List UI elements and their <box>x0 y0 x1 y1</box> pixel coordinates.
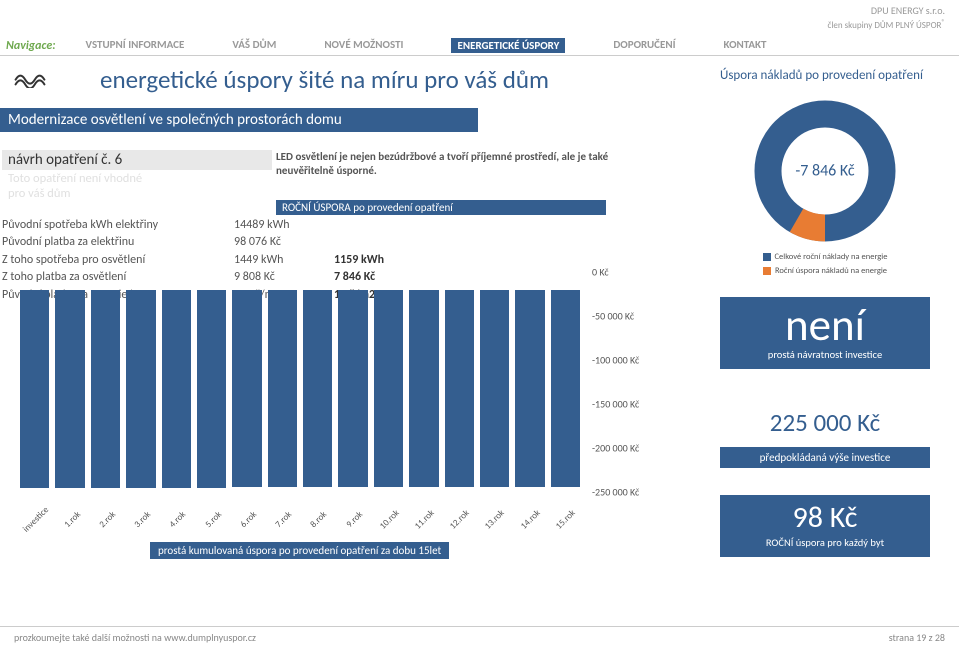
savings-banner: ROČNÍ ÚSPORA po provedení opatření <box>276 200 606 215</box>
page-headline: energetické úspory šité na míru pro váš … <box>60 64 549 95</box>
chart-caption: prostá kumulovaná úspora po provedení op… <box>150 542 449 559</box>
chart-bar <box>197 290 226 488</box>
chart-bar <box>126 290 155 488</box>
page-footer: prozkoumejte také další možnosti na www.… <box>0 626 959 644</box>
chart-bar <box>338 290 367 487</box>
proposal-number: návrh opatření č. 6 <box>2 150 272 170</box>
donut-chart: -7 846 Kč Celkové roční náklady na energ… <box>730 96 920 276</box>
chart-y-label: -50 000 Kč <box>592 310 634 323</box>
chart-bar <box>91 290 120 488</box>
section-banner: Modernizace osvětlení ve společných pros… <box>0 108 478 132</box>
chart-bar <box>303 290 332 487</box>
nav-item[interactable]: NOVÉ MOŽNOSTI <box>324 38 403 53</box>
brand-subline: člen skupiny DŮM PLNÝ ÚSPOR® <box>828 17 945 31</box>
stat-annual: 98 Kč ROČNÍ úspora pro každý byt <box>720 495 930 557</box>
chart-bar <box>515 290 544 487</box>
stat-payback-label: prostá návratnost investice <box>720 348 930 361</box>
stat-payback: není prostá návratnost investice <box>720 297 930 369</box>
proposal-block: návrh opatření č. 6 Toto opatření není v… <box>2 150 682 202</box>
chart-bar <box>480 290 509 487</box>
nav-item[interactable]: VÁŠ DŮM <box>232 38 276 53</box>
savings-title: Úspora nákladů po provedení opatření <box>720 68 923 83</box>
chart-y-label: -100 000 Kč <box>592 354 639 367</box>
chart-bar <box>445 290 474 487</box>
nav-bar: Navigace: VSTUPNÍ INFORMACE VÁŠ DŮM NOVÉ M… <box>0 36 959 56</box>
stat-investment-label: předpokládaná výše investice <box>720 447 930 468</box>
chart-bar <box>162 290 191 488</box>
chart-bar <box>232 290 261 487</box>
legend-item: Celkové roční náklady na energie <box>763 252 888 262</box>
brand-name: DPU ENERGY s.r.o. <box>828 4 945 17</box>
stat-investment-value: 225 000 Kč <box>720 407 930 438</box>
headline-row: energetické úspory šité na míru pro váš … <box>0 64 959 95</box>
proposal-note: Toto opatření není vhodné pro váš dům <box>2 170 272 202</box>
proposal-description: LED osvětlení je nejen bezúdržbové a tvo… <box>272 150 652 202</box>
nav-items: VSTUPNÍ INFORMACE VÁŠ DŮM NOVÉ MOŽNOSTI ENE… <box>86 38 767 53</box>
stat-annual-label: ROČNÍ úspora pro každý byt <box>720 536 930 549</box>
table-row: Z toho platba za osvětlení9 808 Kč7 846 … <box>2 269 682 286</box>
data-table: ROČNÍ ÚSPORA po provedení opatření Původ… <box>2 200 682 304</box>
footer-right: strana 19 z 28 <box>889 631 945 644</box>
nav-item[interactable]: ENERGETICKÉ ÚSPORY <box>451 38 565 53</box>
cumulative-savings-chart: 0 Kč-50 000 Kč-100 000 Kč-150 000 Kč-200… <box>20 290 680 560</box>
wave-icon <box>0 68 60 92</box>
chart-bar <box>55 290 84 488</box>
stat-annual-value: 98 Kč <box>720 501 930 536</box>
chart-bar <box>409 290 438 487</box>
chart-y-label: -150 000 Kč <box>592 398 639 411</box>
chart-bars <box>20 290 580 510</box>
legend-item: Roční úspora nákladů na energie <box>763 266 887 276</box>
nav-item[interactable]: DOPORUČENÍ <box>613 38 675 53</box>
table-row: Původní platba za elektřinu98 076 Kč <box>2 234 682 251</box>
nav-label: Navigace: <box>6 39 56 53</box>
chart-y-label: -250 000 Kč <box>592 486 639 499</box>
chart-bar <box>20 290 49 488</box>
donut-center-value: -7 846 Kč <box>795 162 854 181</box>
nav-item[interactable]: VSTUPNÍ INFORMACE <box>86 38 185 53</box>
chart-bar <box>374 290 403 487</box>
nav-item[interactable]: KONTAKT <box>724 38 767 53</box>
stat-payback-value: není <box>720 303 930 348</box>
chart-bar <box>551 290 580 487</box>
table-row: Původní spotřeba kWh elektřiny14489 kWh <box>2 217 682 234</box>
table-row: Z toho spotřeba pro osvětlení1449 kWh115… <box>2 252 682 269</box>
chart-y-label: -200 000 Kč <box>592 442 639 455</box>
chart-y-label: 0 Kč <box>592 266 609 279</box>
chart-y-axis: 0 Kč-50 000 Kč-100 000 Kč-150 000 Kč-200… <box>592 272 682 527</box>
brand-header: DPU ENERGY s.r.o. člen skupiny DŮM PLNÝ … <box>828 4 945 31</box>
footer-left: prozkoumejte také další možnosti na www.… <box>14 631 256 644</box>
chart-x-axis: investice1.rok2.rok3.rok4.rok5.rok6.rok7… <box>20 514 580 525</box>
donut-legend: Celkové roční náklady na energie Roční ús… <box>730 252 920 276</box>
chart-bar <box>268 290 297 487</box>
